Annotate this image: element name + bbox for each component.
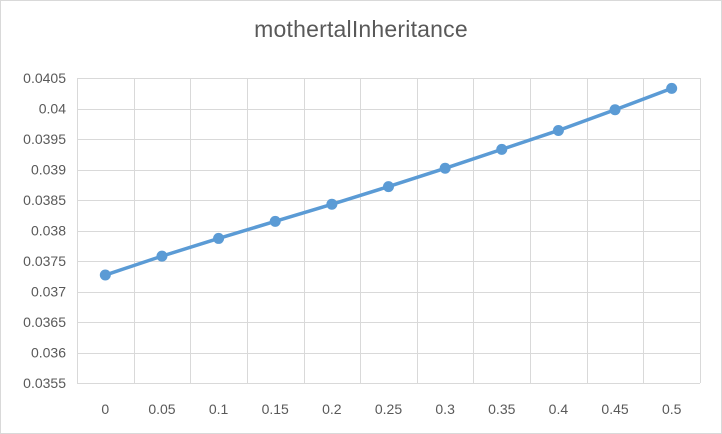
- data-point: [439, 162, 451, 174]
- y-tick-label: 0.0375: [23, 253, 66, 269]
- x-tick-label: 0.05: [148, 401, 175, 417]
- series-layer: [99, 82, 678, 281]
- y-axis-tick-labels: 0.0355 0.036 0.0365 0.037 0.0375 0.038 0.0385 0…: [23, 70, 66, 391]
- data-point: [496, 143, 508, 155]
- y-tick-label: 0.0395: [23, 131, 66, 147]
- data-point: [269, 215, 281, 227]
- x-tick-label: 0: [101, 401, 109, 417]
- y-tick-label: 0.037: [31, 284, 66, 300]
- x-tick-label: 0.1: [209, 401, 229, 417]
- x-tick-label: 0.3: [435, 401, 455, 417]
- data-point: [552, 124, 564, 136]
- chart-title: mothertalInheritance: [254, 16, 468, 42]
- x-tick-label: 0.45: [601, 401, 628, 417]
- x-tick-label: 0.5: [662, 401, 682, 417]
- y-tick-label: 0.0355: [23, 375, 66, 391]
- y-tick-label: 0.038: [31, 223, 66, 239]
- y-tick-label: 0.0405: [23, 70, 66, 86]
- y-tick-label: 0.04: [39, 101, 66, 117]
- grid-lines: [77, 78, 701, 384]
- data-point: [326, 198, 338, 210]
- data-point: [213, 232, 225, 244]
- data-point: [609, 104, 621, 116]
- data-point: [156, 250, 168, 262]
- y-tick-label: 0.0385: [23, 192, 66, 208]
- y-tick-label: 0.0365: [23, 314, 66, 330]
- x-tick-label: 0.35: [488, 401, 515, 417]
- y-tick-label: 0.036: [31, 345, 66, 361]
- data-point: [99, 269, 111, 281]
- x-tick-label: 0.25: [375, 401, 402, 417]
- x-axis-tick-labels: 0 0.05 0.1 0.15 0.2 0.25 0.3 0.35 0.4 0.45 0.5: [101, 401, 681, 417]
- x-tick-label: 0.2: [322, 401, 342, 417]
- data-point: [383, 181, 394, 193]
- data-point: [666, 82, 678, 94]
- x-tick-label: 0.15: [262, 401, 289, 417]
- y-tick-label: 0.039: [31, 162, 66, 178]
- x-tick-label: 0.4: [549, 401, 569, 417]
